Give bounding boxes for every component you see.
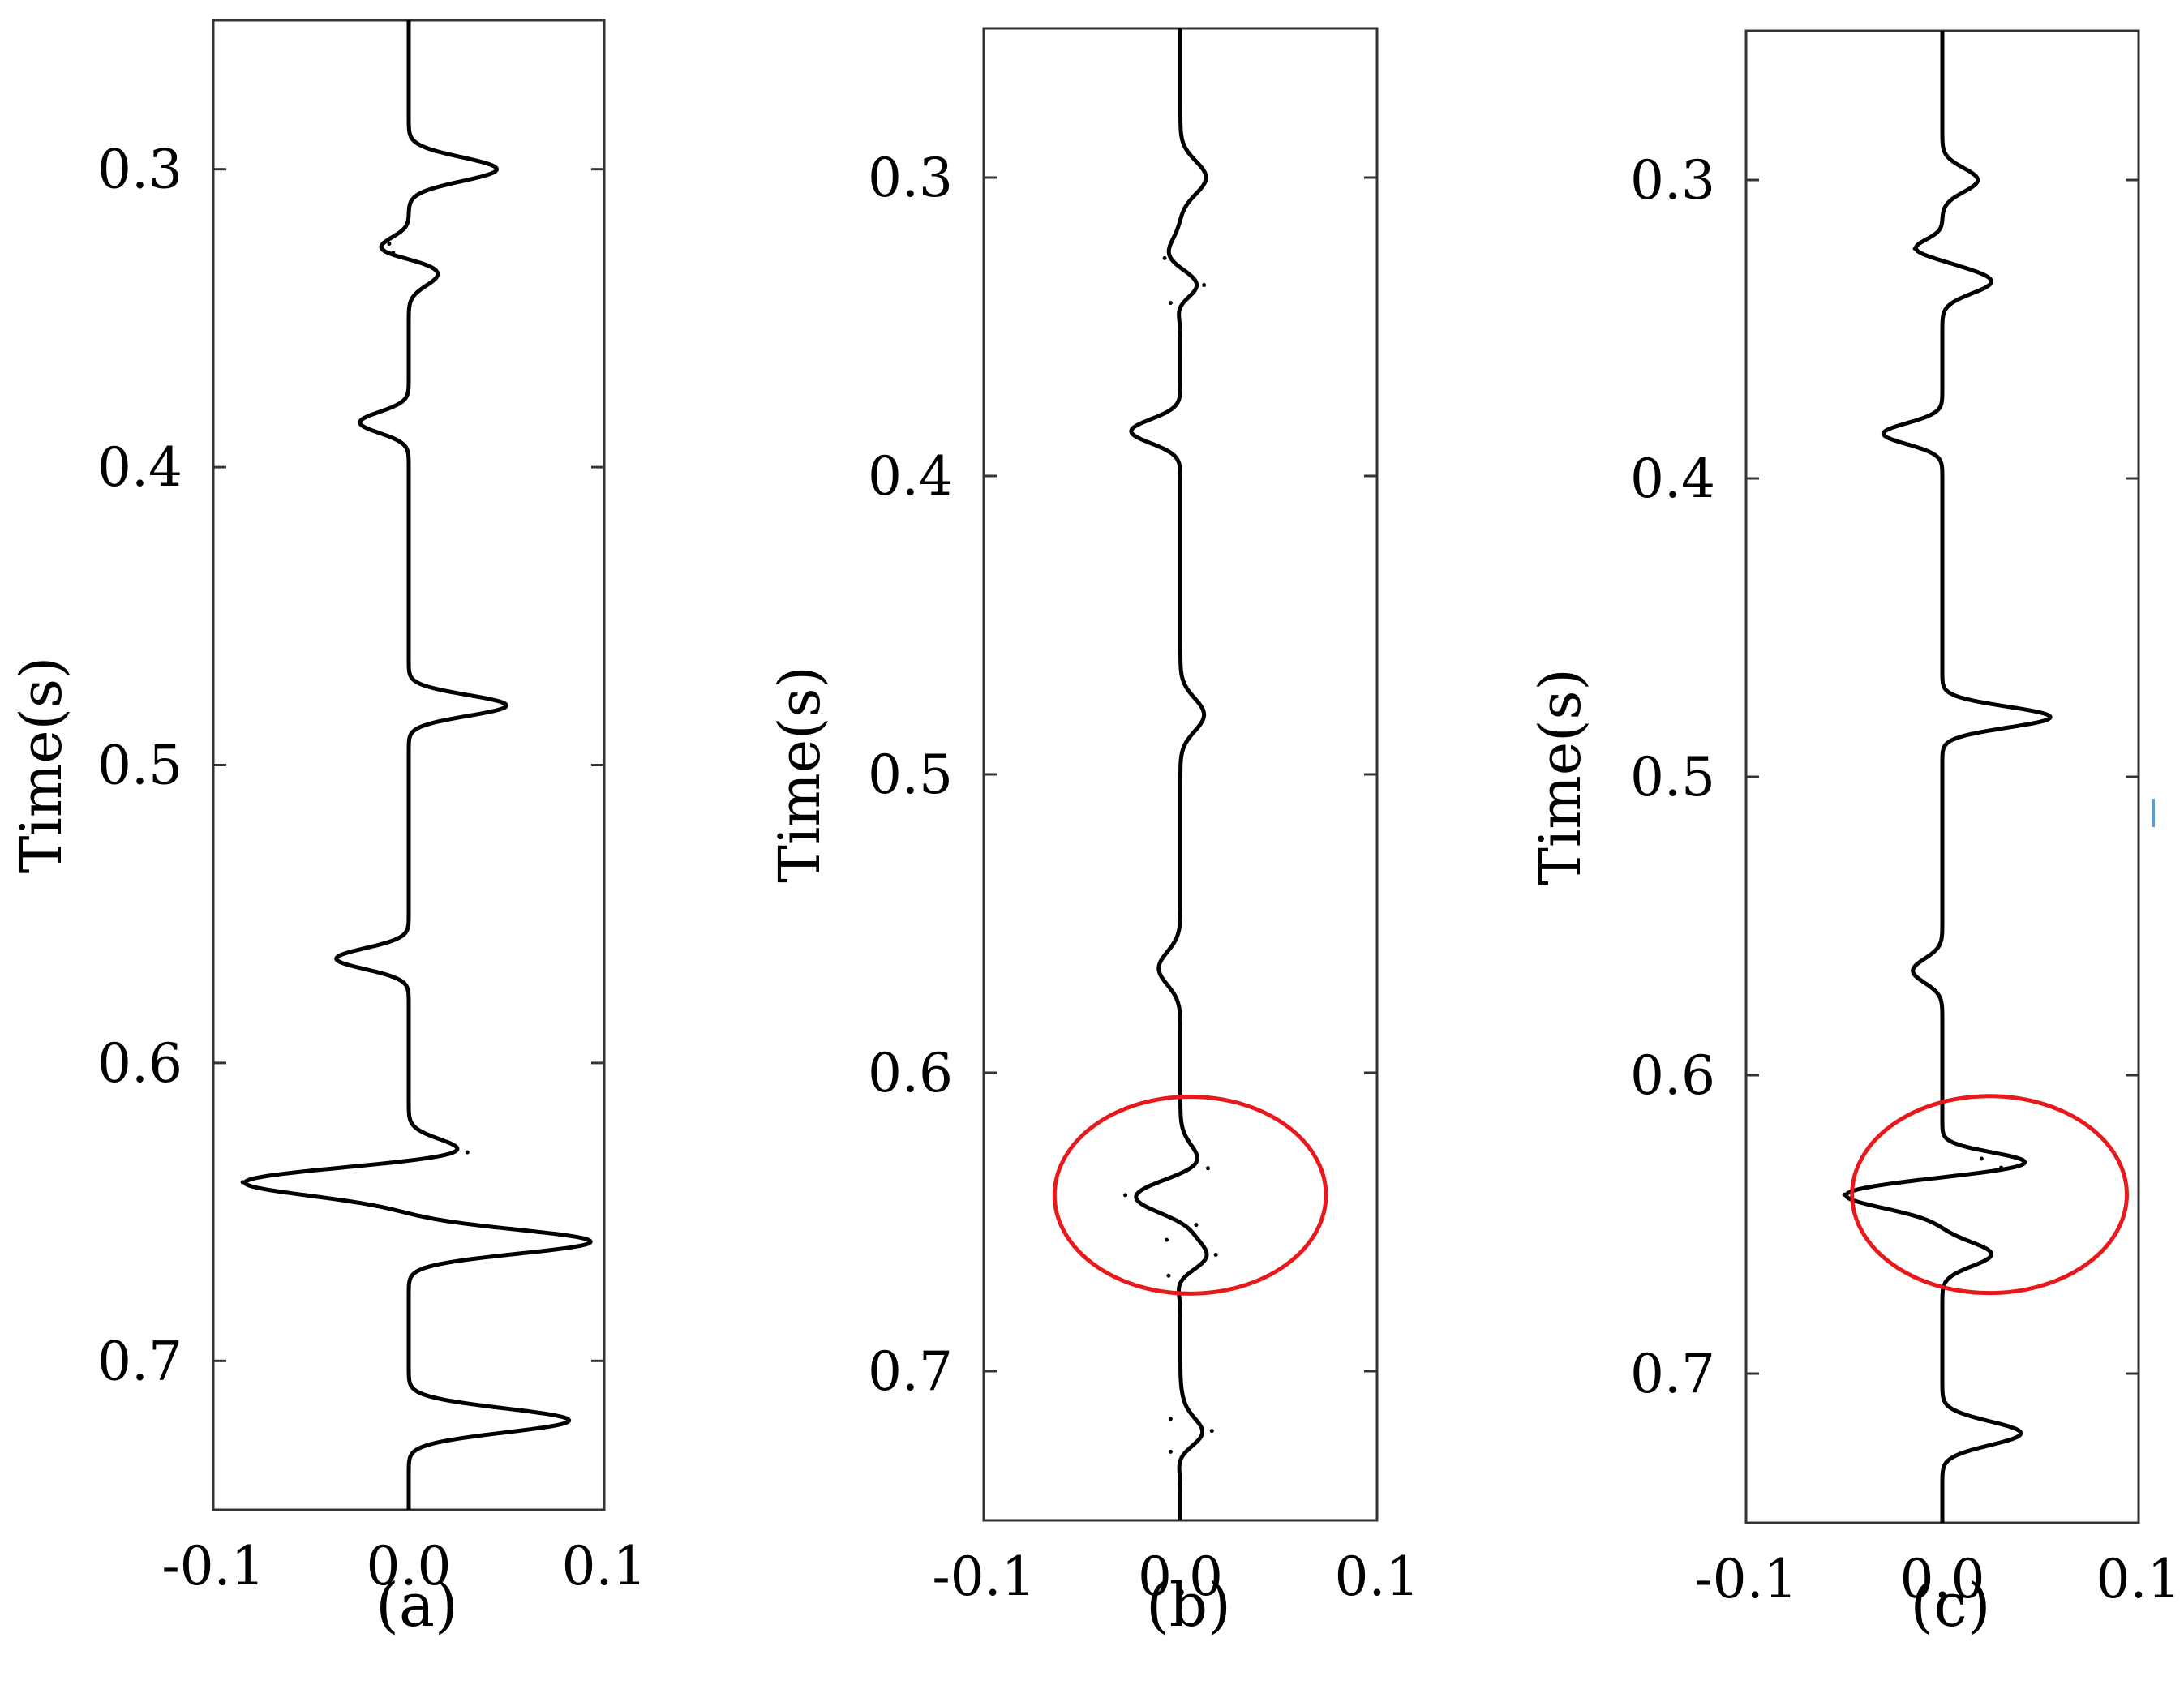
panel-a: 0.3 0.4 0.5 0.6 0.7 -0.1 0.0 0.1 Time(s) (a) bbox=[8, 19, 647, 1640]
spike-peak bbox=[1129, 429, 1134, 434]
y-tick-label: 0.7 bbox=[868, 1340, 953, 1403]
x-tick-label: 0.1 bbox=[2096, 1548, 2182, 1610]
y-tick-label: 0.6 bbox=[97, 1032, 182, 1095]
spike-peak bbox=[240, 1180, 245, 1185]
x-tick-label: 0.0 bbox=[367, 1535, 452, 1597]
y-tick-label: 0.3 bbox=[868, 147, 953, 209]
spike-peak bbox=[1168, 301, 1173, 306]
spike-peak bbox=[1202, 712, 1207, 717]
y-tick-label: 0.3 bbox=[97, 139, 182, 201]
spike-peak bbox=[1842, 1192, 1847, 1197]
y-tick-label: 0.3 bbox=[1630, 149, 1715, 212]
highlight-ellipse bbox=[1850, 1094, 2129, 1296]
spike-peak bbox=[504, 703, 508, 708]
spike-peak bbox=[1999, 1165, 2004, 1170]
spike-peak bbox=[1123, 1193, 1128, 1198]
y-tick-label: 0.6 bbox=[1630, 1044, 1715, 1107]
y-axis-label: Time(s) bbox=[1527, 668, 1594, 885]
spike-peak bbox=[1202, 282, 1207, 287]
trace-line bbox=[242, 19, 593, 1511]
spike-peak bbox=[1209, 1429, 1214, 1434]
spike-peak bbox=[2048, 714, 2053, 719]
spike-peak bbox=[2019, 1431, 2023, 1436]
spike-peak bbox=[588, 1239, 593, 1244]
y-tick-label: 0.6 bbox=[868, 1042, 953, 1104]
y-tick-label: 0.7 bbox=[97, 1330, 182, 1392]
spike-peak bbox=[465, 1150, 470, 1155]
y-axis-label: Time(s) bbox=[766, 666, 833, 882]
y-tick-label: 0.7 bbox=[1630, 1343, 1715, 1405]
x-tick-label: -0.1 bbox=[161, 1535, 264, 1597]
spike-peak bbox=[1912, 247, 1917, 251]
spike-peak bbox=[1911, 968, 1916, 973]
spike-peak bbox=[1166, 1273, 1171, 1278]
y-tick-label: 0.4 bbox=[1630, 448, 1715, 510]
spike-peak bbox=[1165, 1237, 1169, 1242]
x-tick-label: 0.1 bbox=[562, 1535, 647, 1597]
y-tick-label: 0.5 bbox=[1630, 746, 1715, 808]
spike-peak bbox=[1205, 1166, 1210, 1171]
panel-label: (a) bbox=[375, 1571, 458, 1640]
spike-peak bbox=[1168, 1417, 1173, 1421]
y-tick-label: 0.4 bbox=[97, 436, 182, 499]
trace-line bbox=[1129, 27, 1209, 1522]
spike-peak bbox=[387, 242, 392, 247]
x-tick-label: 0.1 bbox=[1335, 1546, 1420, 1608]
spike-peak bbox=[436, 271, 440, 276]
x-tick-label: -0.1 bbox=[1694, 1548, 1797, 1610]
spike-peak bbox=[391, 251, 396, 255]
spike-peak bbox=[1989, 279, 1993, 284]
x-tick-label: 0.0 bbox=[1900, 1548, 1985, 1610]
spike-peak bbox=[1976, 178, 1980, 182]
spike-peak bbox=[334, 956, 339, 961]
spike-peak bbox=[1989, 1252, 1993, 1257]
y-tick-label: 0.5 bbox=[97, 735, 182, 797]
spike-peak bbox=[1194, 1223, 1199, 1228]
y-tick-label: 0.5 bbox=[868, 744, 953, 806]
y-tick-label: 0.4 bbox=[868, 445, 953, 508]
y-axis-label: Time(s) bbox=[8, 657, 75, 873]
spike-peak bbox=[1168, 1449, 1173, 1454]
panel-b: 0.3 0.4 0.5 0.6 0.7 -0.1 0.0 0.1 Time(s) (b) bbox=[766, 27, 1420, 1640]
panel-label: (b) bbox=[1146, 1571, 1231, 1640]
panel-label: (c) bbox=[1910, 1571, 1990, 1640]
panel-c: 0.3 0.4 0.5 0.6 0.7 -0.1 0.0 0.1 Time(s) (c) bbox=[1527, 29, 2182, 1640]
trace-line bbox=[1843, 29, 2053, 1524]
x-tick-label: 0.0 bbox=[1138, 1546, 1223, 1608]
spike-peak bbox=[1979, 1156, 1984, 1161]
spike-peak bbox=[1162, 255, 1167, 260]
spike-peak bbox=[567, 1418, 572, 1423]
spike-peak bbox=[1204, 175, 1208, 180]
spike-peak bbox=[1156, 966, 1161, 971]
highlight-ellipse bbox=[1052, 1094, 1328, 1296]
spike-peak bbox=[358, 420, 363, 425]
x-tick-label: -0.1 bbox=[932, 1546, 1035, 1608]
spike-peak bbox=[1213, 1252, 1218, 1257]
spike-peak bbox=[494, 167, 499, 172]
spike-peak bbox=[1881, 431, 1886, 436]
